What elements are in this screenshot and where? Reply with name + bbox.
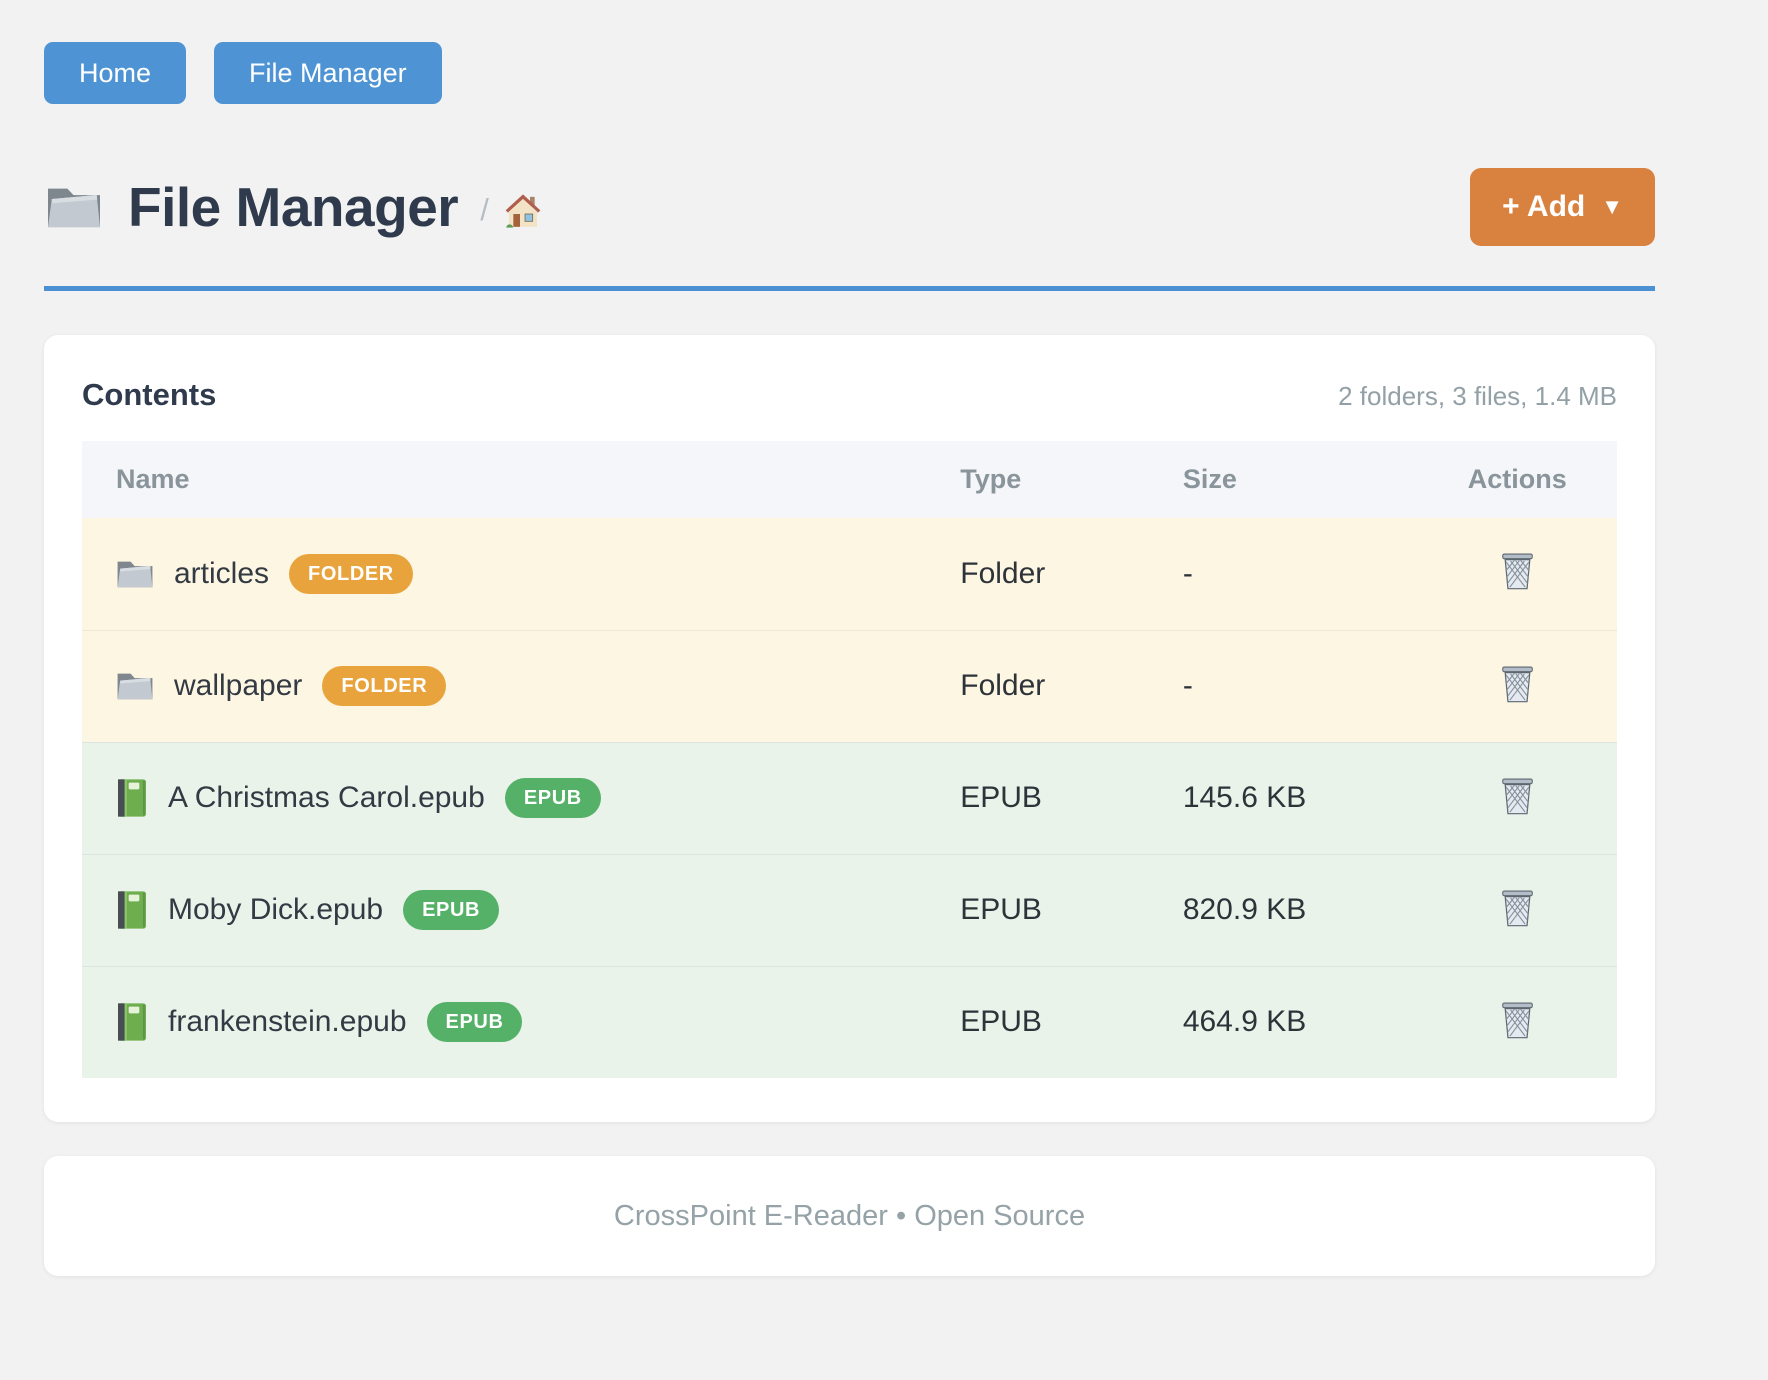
epub-badge: EPUB bbox=[426, 1002, 523, 1043]
type-cell: Folder bbox=[926, 518, 1149, 630]
contents-header: Contents 2 folders, 3 files, 1.4 MB bbox=[82, 377, 1617, 413]
trash-icon bbox=[1499, 551, 1536, 591]
epub-badge: EPUB bbox=[403, 890, 500, 930]
column-header-type: Type bbox=[926, 441, 1149, 518]
column-header-actions: Actions bbox=[1417, 441, 1617, 518]
table-row[interactable]: wallpaper FOLDER Folder - bbox=[82, 629, 1617, 742]
folder-icon bbox=[116, 555, 154, 593]
green-book-icon bbox=[116, 890, 148, 930]
folder-badge: FOLDER bbox=[289, 553, 413, 594]
file-name-link[interactable]: wallpaper bbox=[174, 669, 303, 702]
file-name-link[interactable]: articles bbox=[174, 556, 270, 590]
folder-icon bbox=[44, 181, 104, 233]
add-button-label: + Add bbox=[1502, 190, 1586, 223]
contents-card: Contents 2 folders, 3 files, 1.4 MB Name… bbox=[44, 335, 1655, 1122]
trash-icon bbox=[1499, 664, 1536, 704]
folder-badge: FOLDER bbox=[322, 666, 447, 706]
trash-icon bbox=[1499, 776, 1536, 816]
table-row[interactable]: frankenstein.epub EPUB EPUB 464.9 KB bbox=[82, 965, 1617, 1078]
delete-button[interactable] bbox=[1499, 776, 1536, 816]
add-button[interactable]: + Add ▼ bbox=[1470, 168, 1655, 246]
folder-icon bbox=[116, 667, 154, 705]
green-book-icon bbox=[116, 1002, 148, 1042]
file-table: Name Type Size Actions articles FOLDER bbox=[82, 441, 1617, 1078]
page-title: File Manager bbox=[128, 176, 459, 238]
footer: CrossPoint E-Reader • Open Source bbox=[44, 1156, 1655, 1276]
delete-button[interactable] bbox=[1499, 551, 1536, 591]
file-manager-button[interactable]: File Manager bbox=[214, 42, 442, 104]
trash-icon bbox=[1499, 888, 1536, 928]
type-cell: EPUB bbox=[926, 741, 1149, 854]
delete-button[interactable] bbox=[1499, 1000, 1536, 1040]
delete-button[interactable] bbox=[1499, 888, 1536, 928]
home-breadcrumb-icon[interactable] bbox=[503, 191, 543, 231]
column-header-name: Name bbox=[82, 441, 927, 518]
contents-title: Contents bbox=[82, 377, 217, 412]
delete-button[interactable] bbox=[1499, 664, 1536, 704]
type-cell: EPUB bbox=[926, 853, 1149, 966]
size-cell: 145.6 KB bbox=[1148, 741, 1418, 854]
top-navigation: Home File Manager bbox=[44, 42, 1655, 104]
file-name-link[interactable]: frankenstein.epub bbox=[168, 1005, 407, 1039]
type-cell: Folder bbox=[926, 629, 1149, 742]
type-cell: EPUB bbox=[926, 965, 1149, 1078]
size-cell: 464.9 KB bbox=[1148, 965, 1418, 1078]
contents-summary: 2 folders, 3 files, 1.4 MB bbox=[1338, 381, 1617, 411]
green-book-icon bbox=[116, 778, 148, 818]
chevron-down-icon: ▼ bbox=[1601, 194, 1623, 219]
table-header-row: Name Type Size Actions bbox=[82, 441, 1617, 518]
size-cell: - bbox=[1148, 518, 1418, 630]
trash-icon bbox=[1499, 1000, 1536, 1040]
title-group: File Manager / bbox=[44, 175, 543, 239]
page-header: File Manager / + Add ▼ bbox=[44, 168, 1655, 246]
file-name-link[interactable]: A Christmas Carol.epub bbox=[168, 781, 485, 814]
size-cell: - bbox=[1148, 629, 1418, 742]
epub-badge: EPUB bbox=[504, 778, 601, 818]
file-name-link[interactable]: Moby Dick.epub bbox=[168, 893, 384, 926]
footer-text: CrossPoint E-Reader • Open Source bbox=[613, 1199, 1086, 1232]
breadcrumb-separator: / bbox=[480, 192, 489, 227]
column-header-size: Size bbox=[1148, 441, 1418, 518]
home-button[interactable]: Home bbox=[44, 42, 187, 104]
page: Home File Manager File Manager / + Add ▼… bbox=[44, 42, 1655, 1276]
size-cell: 820.9 KB bbox=[1148, 853, 1418, 966]
table-row[interactable]: A Christmas Carol.epub EPUB EPUB 145.6 K… bbox=[82, 741, 1617, 854]
table-row[interactable]: Moby Dick.epub EPUB EPUB 820.9 KB bbox=[82, 853, 1617, 966]
header-divider bbox=[44, 286, 1655, 291]
table-row[interactable]: articles FOLDER Folder - bbox=[82, 518, 1617, 630]
